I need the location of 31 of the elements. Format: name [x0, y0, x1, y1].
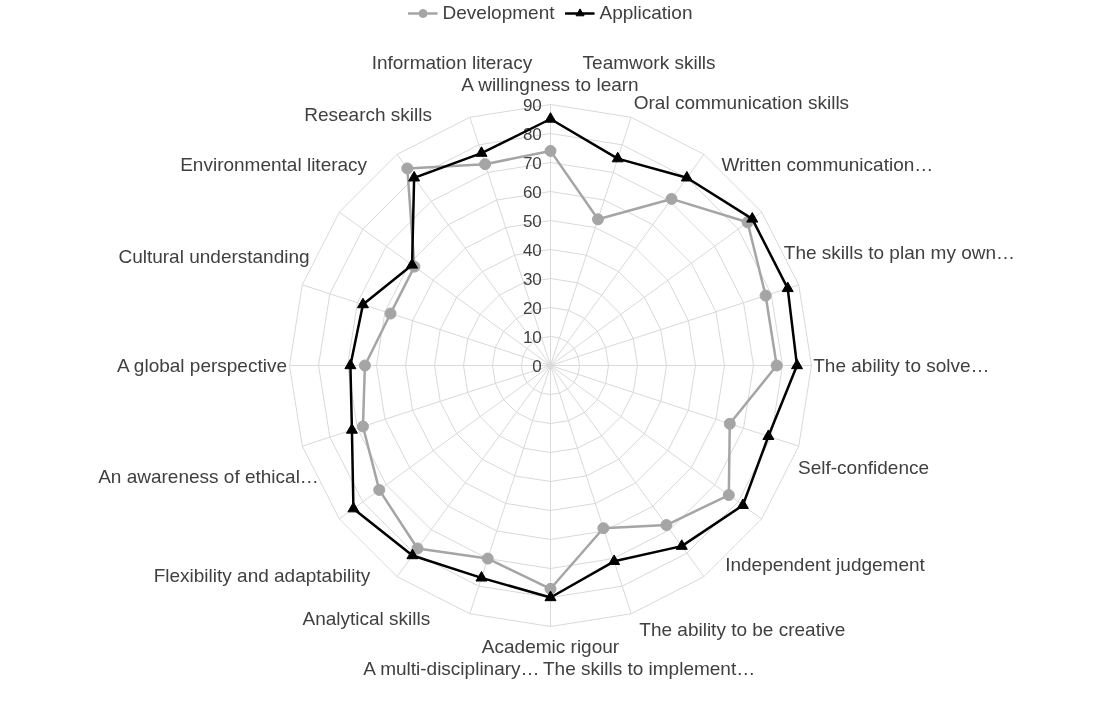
y-tick-label: 50 [522, 211, 542, 231]
spoke-label: Written communication… [721, 153, 934, 175]
spoke-label: The skills to plan my own… [783, 241, 1016, 263]
spoke-label: Research skills [304, 103, 432, 125]
spoke-label: Self-confidence [798, 456, 930, 478]
spoke-label: Independent judgement [725, 554, 926, 576]
spoke-label: Teamwork skills [582, 51, 716, 73]
spoke-label: The skills to implement… [542, 658, 756, 680]
y-tick-label: 40 [522, 240, 542, 260]
y-tick-label: 0 [532, 356, 542, 376]
y-tick-label: 60 [522, 182, 542, 202]
spoke-label: Oral communication skills [633, 92, 850, 114]
spoke-label: Cultural understanding [118, 245, 310, 267]
spoke-label: Analytical skills [302, 608, 431, 630]
spoke-label: Academic rigour [481, 636, 620, 658]
spoke-label: Information literacy [371, 51, 533, 73]
spoke-label: An awareness of ethical… [98, 466, 319, 488]
spoke-label: A global perspective [116, 355, 288, 376]
y-tick-label: 30 [522, 269, 542, 289]
y-tick-label: 20 [522, 298, 542, 318]
legend-label: Development [442, 2, 555, 24]
legend-label: Application [599, 2, 693, 24]
spoke-label: The ability to solve… [813, 355, 990, 376]
spoke-label: Flexibility and adaptability [153, 564, 371, 586]
spoke-label: A willingness to learn [461, 73, 639, 95]
y-tick-label: 90 [522, 95, 542, 115]
spoke-label: A multi-disciplinary… [363, 658, 540, 680]
spoke-label: The ability to be creative [639, 618, 846, 640]
y-tick-label: 70 [522, 153, 542, 173]
y-tick-label: 10 [522, 327, 542, 347]
spoke-label: Environmental literacy [180, 153, 368, 175]
